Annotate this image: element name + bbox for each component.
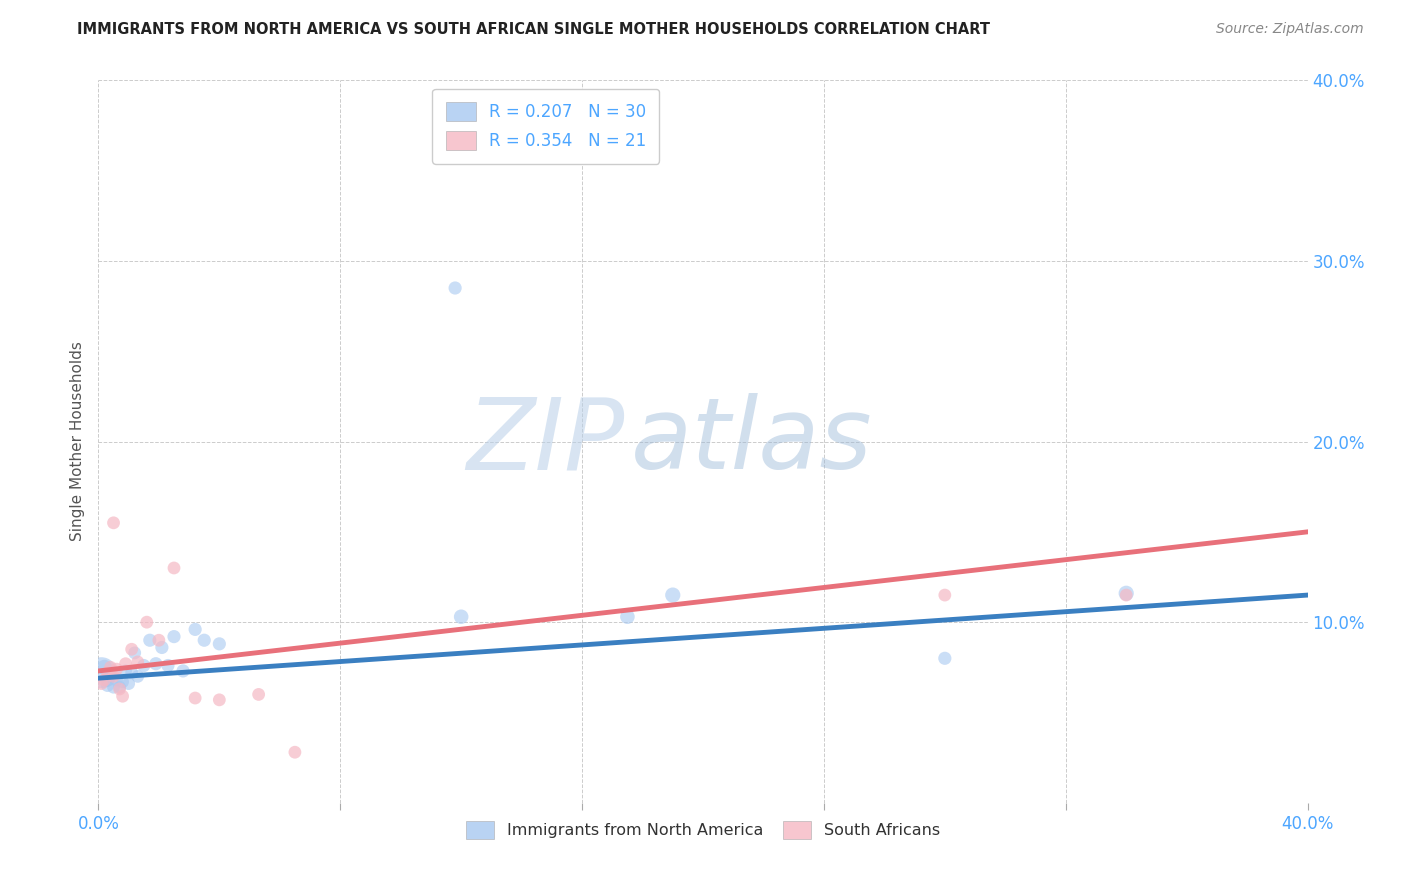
Point [121,642,143,657]
Point [172,664,194,678]
Point [96,678,118,692]
Point [114,657,136,671]
Point [90,665,112,680]
Text: IMMIGRANTS FROM NORTH AMERICA VS SOUTH AFRICAN SINGLE MOTHER HOUSEHOLDS CORRELAT: IMMIGRANTS FROM NORTH AMERICA VS SOUTH A… [77,22,990,37]
Point [150,640,173,655]
Point [121,665,143,680]
Point [93,660,115,674]
Point [148,633,170,648]
Point [124,646,146,660]
Point [184,691,207,706]
Point [132,658,155,673]
Point [108,680,131,694]
Point [1115,588,1137,602]
Point [156,658,179,673]
Point [96,673,118,687]
Text: atlas: atlas [630,393,872,490]
Text: Source: ZipAtlas.com: Source: ZipAtlas.com [1216,22,1364,37]
Point [103,665,125,680]
Point [1115,586,1137,600]
Point [90,676,112,690]
Point [111,690,134,704]
Point [103,516,125,530]
Point [208,637,231,651]
Point [103,669,125,683]
Point [208,693,231,707]
Point [127,655,149,669]
Point [145,657,167,671]
Point [105,662,128,676]
Point [450,609,472,624]
Y-axis label: Single Mother Households: Single Mother Households [69,342,84,541]
Point [100,669,122,683]
Point [184,623,207,637]
Point [139,633,162,648]
Point [96,665,118,680]
Point [118,676,141,690]
Point [163,630,186,644]
Point [163,561,186,575]
Legend: Immigrants from North America, South Africans: Immigrants from North America, South Afr… [460,814,946,846]
Point [100,660,122,674]
Point [103,680,125,694]
Point [111,674,134,689]
Point [616,609,638,624]
Point [247,687,270,701]
Point [135,615,157,630]
Point [661,588,683,602]
Point [105,673,128,687]
Point [193,633,215,648]
Point [444,281,467,295]
Text: ZIP: ZIP [467,393,624,490]
Point [108,681,131,696]
Point [934,651,956,665]
Point [93,673,115,687]
Point [127,669,149,683]
Point [114,664,136,678]
Point [284,745,307,759]
Point [934,588,956,602]
